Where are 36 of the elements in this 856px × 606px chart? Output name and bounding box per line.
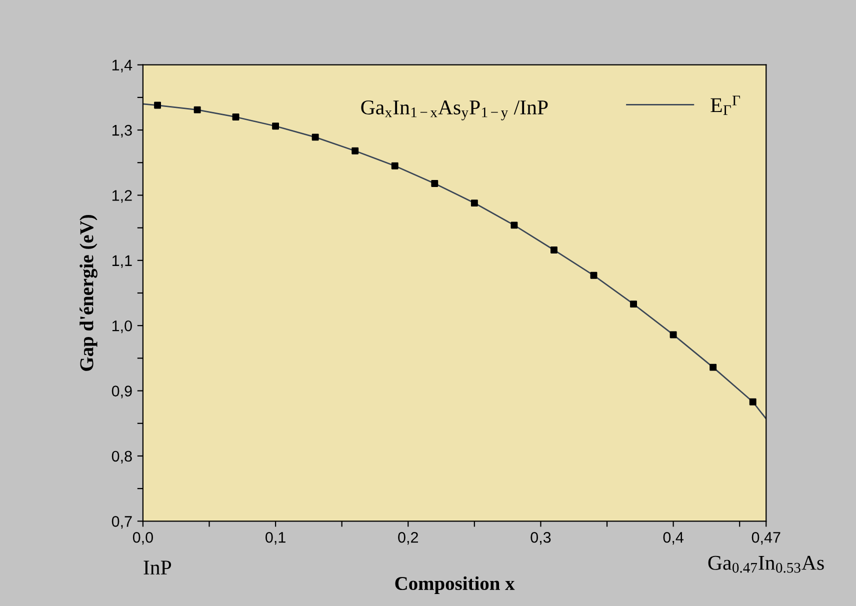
text: Ga$_{0.47}$In$_{0.53}$As — [708, 556, 824, 573]
point — [670, 331, 677, 338]
point — [510, 222, 518, 229]
point — [749, 398, 756, 406]
point — [550, 246, 558, 254]
y-axis-title: Gap d'énergie (eV) — [80, 215, 98, 371]
x-axis-title: Composition x — [395, 576, 515, 594]
y-tick-label: 0,8 — [112, 450, 132, 464]
x-tick-label: 0,1 — [266, 532, 286, 545]
x-tick-label: 0,3 — [530, 532, 551, 545]
y-tick-label: 1,4 — [112, 60, 132, 72]
x-tick-label: 0,2 — [398, 532, 418, 545]
legend-label: E$_{Γ}$$^{Γ}$ — [710, 96, 740, 115]
y-tick-label: 1,3 — [112, 124, 132, 138]
point — [154, 102, 162, 109]
y-tick-label: 0,9 — [112, 386, 132, 398]
x-tick-label: 0,47 — [752, 532, 780, 545]
text: Ga$_{x}$In$_{1−x}$As$_{y}$P$_{1−y}$ /InP — [361, 100, 548, 120]
point — [312, 134, 319, 141]
x-tick-label: 0,4 — [663, 532, 684, 545]
point — [391, 162, 398, 170]
x-tick-label: 0,0 — [132, 532, 153, 545]
y-tick-label: 0,7 — [112, 516, 132, 529]
point — [630, 300, 638, 308]
point — [194, 106, 201, 114]
y-tick-label: 1,2 — [112, 190, 132, 203]
point — [352, 147, 359, 154]
y-tick-label: 1,0 — [112, 320, 132, 334]
point — [232, 114, 240, 120]
point — [272, 122, 280, 130]
point — [590, 272, 598, 279]
text: InP — [144, 560, 172, 574]
point — [710, 364, 717, 371]
point — [431, 180, 438, 187]
point — [470, 200, 478, 207]
y-tick-label: 1,1 — [112, 255, 132, 268]
